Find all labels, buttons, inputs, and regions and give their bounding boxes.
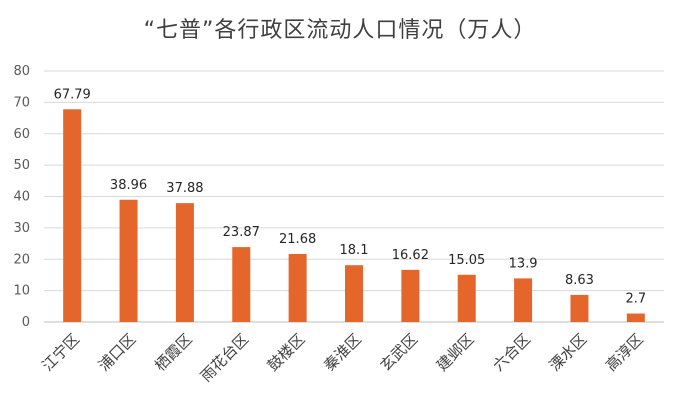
x-tick-label: 浦口区 bbox=[95, 330, 140, 375]
y-tick-label: 80 bbox=[13, 64, 30, 79]
x-tick-label: 溧水区 bbox=[546, 330, 591, 375]
bars-layer bbox=[63, 109, 645, 323]
y-tick-label: 10 bbox=[13, 284, 30, 299]
x-tick-label: 栖霞区 bbox=[151, 330, 196, 375]
x-tick-label: 玄武区 bbox=[377, 330, 422, 375]
data-label: 38.96 bbox=[110, 178, 147, 193]
x-tick-label: 雨花台区 bbox=[197, 330, 252, 385]
data-labels-layer: 67.79 38.96 37.88 23.87 21.68 18.1 16.62 15.05 1… bbox=[54, 87, 647, 306]
data-label: 15.05 bbox=[448, 253, 485, 268]
bar bbox=[570, 294, 589, 322]
y-tick-label: 60 bbox=[13, 127, 30, 142]
data-label: 23.87 bbox=[223, 225, 260, 240]
y-axis-ticks: 0 10 20 30 40 50 60 70 80 bbox=[13, 64, 30, 330]
bar bbox=[288, 253, 307, 322]
bar bbox=[119, 199, 138, 322]
bar bbox=[175, 203, 194, 322]
y-tick-label: 40 bbox=[13, 190, 30, 205]
bar bbox=[63, 109, 82, 323]
bar bbox=[345, 265, 363, 322]
x-tick-label: 鼓楼区 bbox=[264, 330, 309, 375]
data-label: 2.7 bbox=[625, 292, 646, 307]
chart-title: “七普”各行政区流动人口情况（万人） bbox=[143, 18, 537, 43]
x-tick-label: 秦淮区 bbox=[320, 330, 365, 375]
y-tick-label: 50 bbox=[13, 158, 30, 173]
data-label: 16.62 bbox=[392, 248, 429, 263]
bar bbox=[626, 313, 645, 322]
y-tick-label: 0 bbox=[22, 315, 30, 330]
bar bbox=[514, 278, 533, 322]
bar bbox=[232, 247, 251, 322]
data-label: 21.68 bbox=[279, 232, 316, 247]
x-axis-ticks: 江宁区 浦口区 栖霞区 雨花台区 鼓楼区 秦淮区 玄武区 建邺区 六合区 溧水区 高淳区 bbox=[38, 330, 646, 385]
data-label: 37.88 bbox=[166, 181, 203, 196]
data-label: 18.1 bbox=[340, 243, 369, 258]
data-label: 8.63 bbox=[565, 273, 594, 288]
x-tick-label: 江宁区 bbox=[38, 330, 83, 375]
data-label: 13.9 bbox=[509, 256, 538, 271]
x-tick-label: 六合区 bbox=[489, 330, 534, 375]
y-tick-label: 70 bbox=[13, 95, 30, 110]
y-tick-label: 30 bbox=[13, 221, 30, 236]
x-tick-label: 高淳区 bbox=[602, 330, 647, 375]
bar bbox=[401, 269, 420, 322]
data-label: 67.79 bbox=[54, 87, 91, 102]
y-tick-label: 20 bbox=[13, 252, 30, 267]
bar bbox=[457, 274, 476, 322]
x-tick-label: 建邺区 bbox=[433, 330, 478, 375]
